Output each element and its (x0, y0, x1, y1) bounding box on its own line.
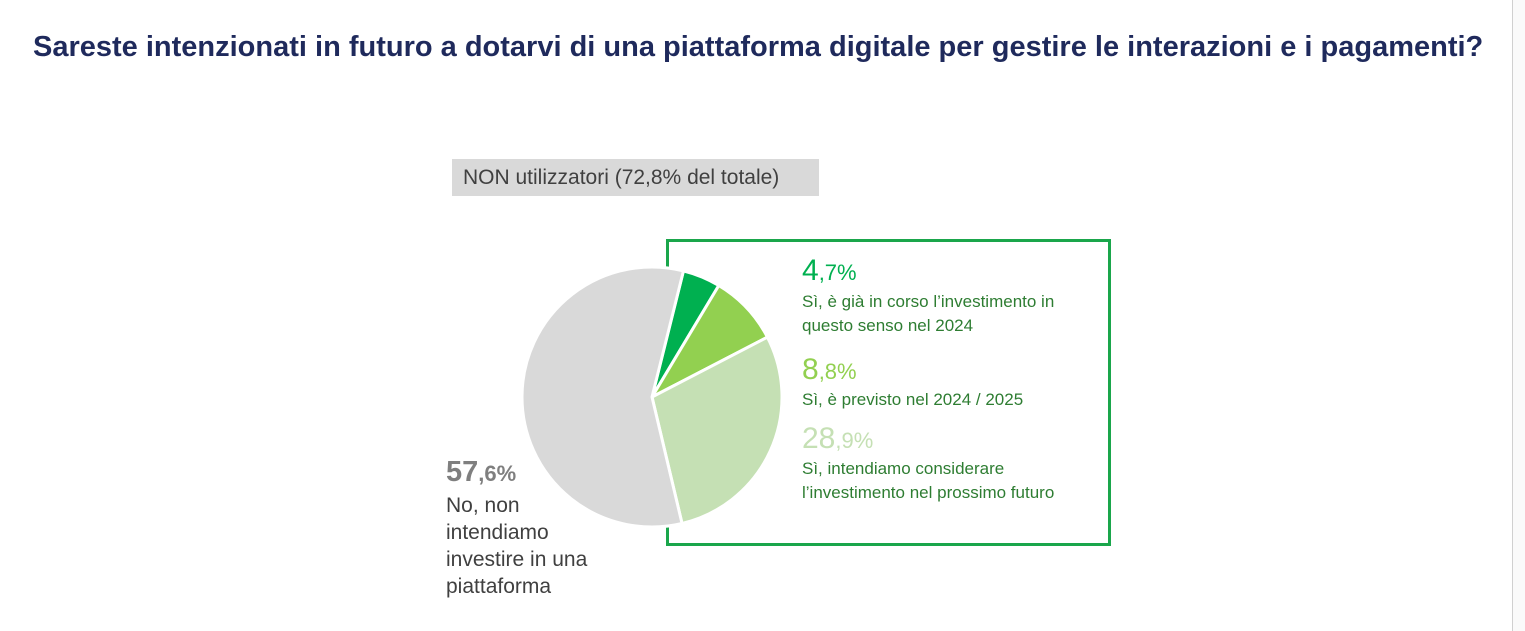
slice-2-label: Sì, è previsto nel 2024 / 2025 (802, 390, 1024, 409)
slice-4-percentage: 57,6% (446, 456, 516, 490)
slice-4-label: No, non intendiamo investire in una piat… (446, 494, 588, 598)
slice-3-percentage: 28,9% (802, 423, 873, 457)
slice-3-pct-dec: ,9% (835, 428, 874, 453)
slice-4-pct-int: 57 (446, 456, 479, 488)
pie-slice-4 (520, 265, 686, 529)
right-edge-strip (1512, 0, 1525, 631)
slice-1-percentage: 4,7% (802, 255, 857, 289)
slice-2-percentage: 8,8% (802, 354, 857, 388)
slice-1-label: Sì, è già in corso l’investimento in que… (802, 292, 1055, 335)
chart-title: Sareste intenzionati in futuro a dotarvi… (33, 31, 1484, 63)
slice-3-label: Sì, intendiamo considerare l’investiment… (802, 459, 1055, 502)
slice-1-pct-int: 4 (802, 254, 819, 287)
slice-1-pct-dec: ,7% (818, 260, 857, 285)
pie-slice-3 (650, 335, 784, 526)
slice-2-pct-int: 8 (802, 353, 819, 386)
subtitle-box: NON utilizzatori (72,8% del totale) (452, 159, 819, 196)
subtitle-text: NON utilizzatori (72,8% del totale) (463, 166, 780, 189)
slice-2-pct-dec: ,8% (818, 359, 857, 384)
slice-4-pct-dec: ,6% (478, 461, 517, 486)
slice-3-pct-int: 28 (802, 422, 836, 455)
